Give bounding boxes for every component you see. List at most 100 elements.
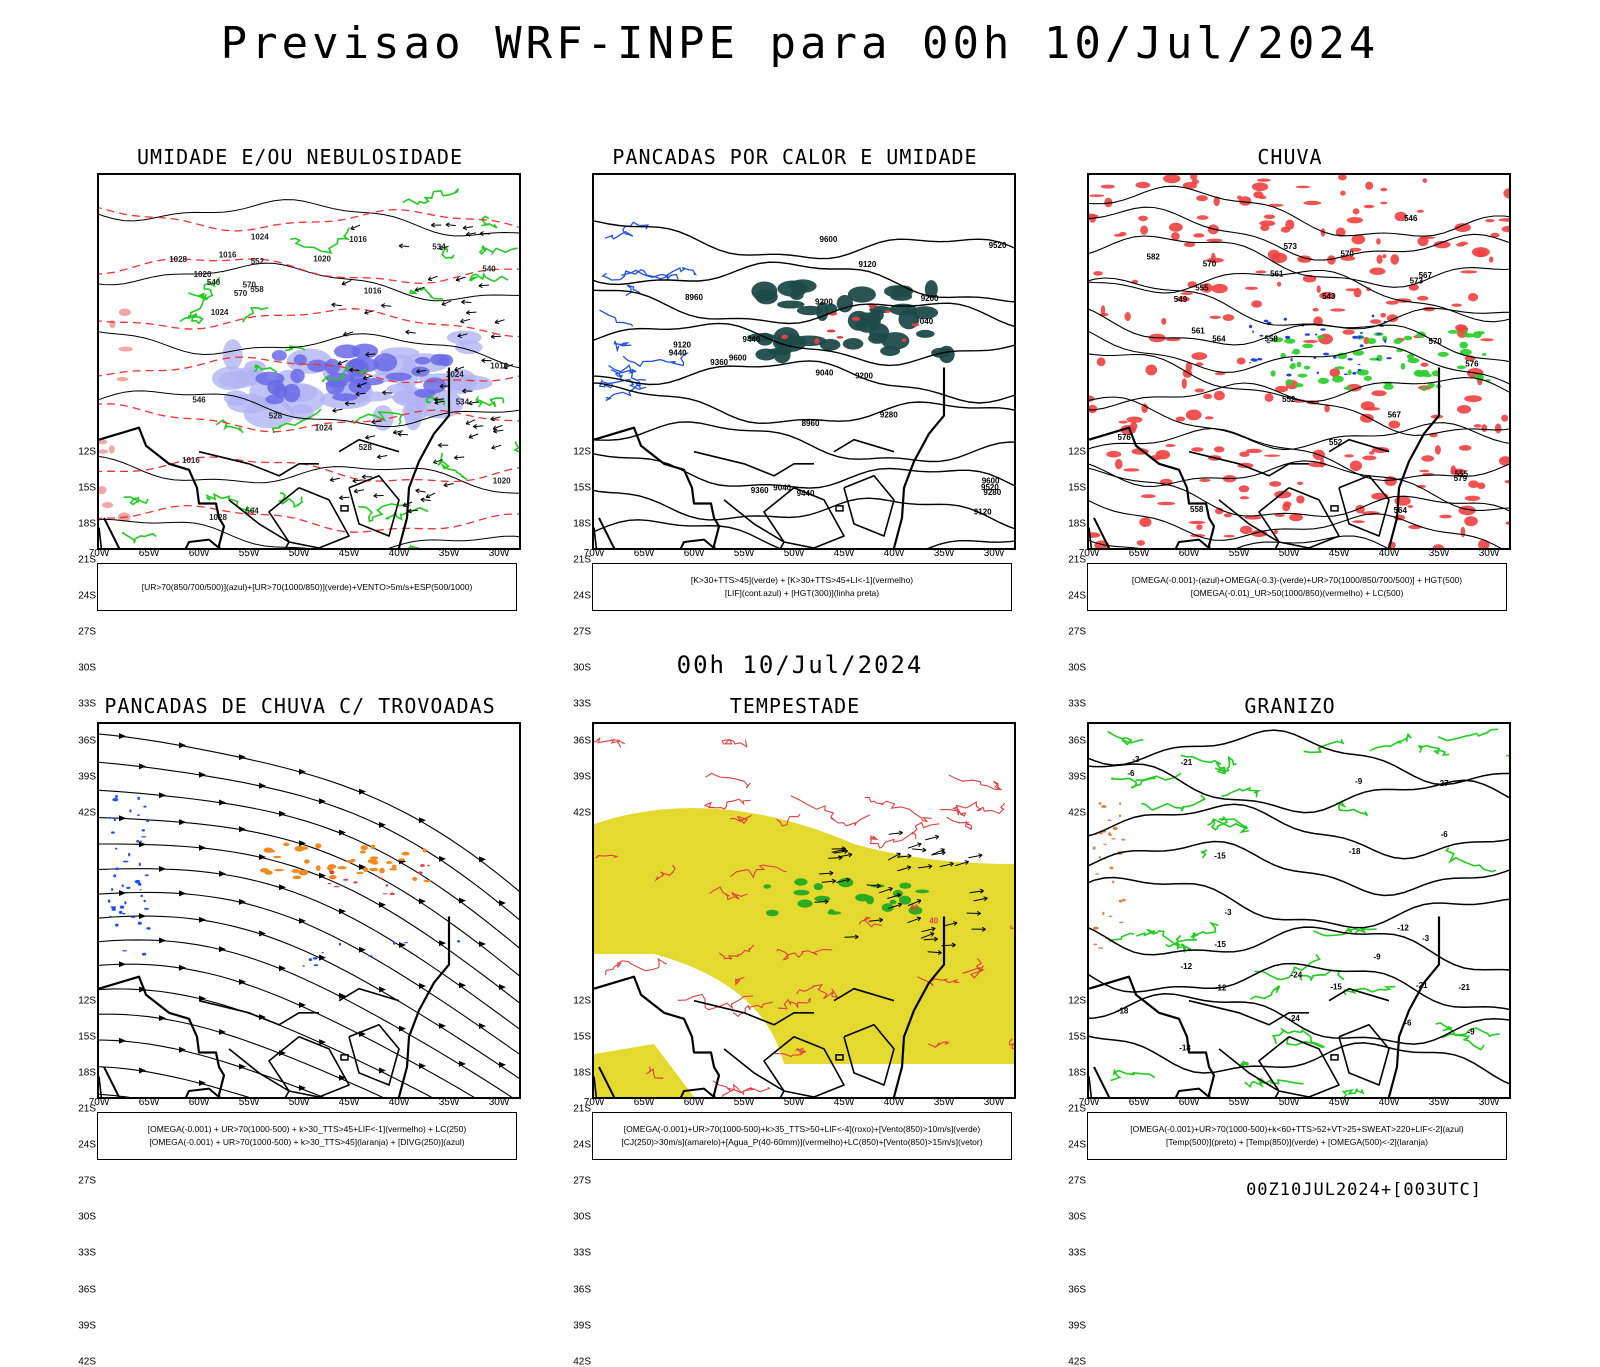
panel-title: CHUVA — [1070, 145, 1510, 169]
contour-label: 40 — [929, 916, 938, 925]
contour-label: 534 — [432, 243, 446, 252]
contour-label: -6 — [1441, 830, 1449, 839]
lat-tick-label: 30S — [573, 1212, 591, 1223]
lat-tick-label: 27S — [573, 627, 591, 638]
lat-tick-label: 30S — [78, 1212, 96, 1223]
contour-label: 040 — [920, 317, 934, 326]
lon-tick-label: 70W — [584, 1097, 605, 1108]
map-svg — [99, 724, 519, 1097]
contour-label: 549 — [1174, 295, 1188, 304]
contour-label: 1028 — [169, 255, 187, 264]
lon-tick-label: 70W — [584, 548, 605, 559]
lat-tick-label: 24S — [1068, 591, 1086, 602]
legend-box: [OMEGA(-0.001)+UR>70(1000-500)+k<60+TTS>… — [1087, 1112, 1507, 1160]
lon-tick-label: 40W — [1379, 548, 1400, 559]
contour-label: 552 — [251, 257, 265, 266]
contour-label: 552 — [1329, 438, 1343, 447]
lon-tick-label: 30W — [489, 548, 510, 559]
contour-label: -12 — [1397, 924, 1409, 933]
lat-tick-label: 27S — [1068, 1176, 1086, 1187]
lon-tick-label: 60W — [189, 548, 210, 559]
legend-line: [K>30+TTS>45](verde) + [K>30+TTS>45+LI<-… — [593, 574, 1011, 587]
lon-tick-label: 55W — [239, 1097, 260, 1108]
contour-label: -15 — [1330, 982, 1342, 991]
legend-line: [OMEGA(-0.001) + UR>70(1000-500) + k>30_… — [98, 1136, 516, 1149]
contour-label: 561 — [1270, 269, 1284, 278]
lon-tick-label: 45W — [834, 548, 855, 559]
lat-tick-label: 12S — [573, 446, 591, 457]
contour-label: -18 — [1349, 847, 1361, 856]
contour-label: 582 — [1147, 253, 1161, 262]
contour-label: 570 — [1429, 337, 1443, 346]
lat-tick-label: 15S — [1068, 1031, 1086, 1042]
lon-tick-label: 45W — [834, 1097, 855, 1108]
contour-label: 546 — [1404, 214, 1418, 223]
lon-tick-label: 55W — [1229, 548, 1250, 559]
panel-title: UMIDADE E/OU NEBULOSIDADE — [80, 145, 520, 169]
lat-tick-label: 27S — [78, 627, 96, 638]
contour-label: 9440 — [669, 349, 687, 358]
lat-tick-label: 15S — [78, 482, 96, 493]
lat-tick-label: 24S — [573, 591, 591, 602]
contour-label: 9120 — [974, 508, 992, 517]
map-svg: 40 40 — [594, 724, 1014, 1097]
lon-tick-label: 30W — [489, 1097, 510, 1108]
mid-title: 00h 10/Jul/2024 — [0, 651, 1600, 679]
lat-tick-label: 33S — [78, 1248, 96, 1259]
contour-label: 555 — [1195, 283, 1209, 292]
contour-label: 40 — [910, 903, 919, 912]
contour-label: -21 — [1458, 983, 1470, 992]
lon-tick-label: 35W — [934, 548, 955, 559]
contour-label: 9440 — [743, 335, 761, 344]
contour-label: 540 — [482, 265, 496, 274]
contour-label: 564 — [1394, 506, 1408, 515]
contour-label: -18 — [1117, 1007, 1129, 1016]
contour-label: 9040 — [816, 368, 834, 377]
contour-label: 9600 — [820, 235, 838, 244]
lat-tick-label: 24S — [78, 1140, 96, 1151]
contour-label: 552 — [1282, 395, 1296, 404]
lat-tick-label: 24S — [573, 1140, 591, 1151]
lon-tick-label: 50W — [289, 1097, 310, 1108]
lon-tick-label: 60W — [684, 548, 705, 559]
contour-label: 558 — [1265, 335, 1279, 344]
lat-tick-label: 30S — [1068, 663, 1086, 674]
contour-label: 576 — [1118, 433, 1132, 442]
lon-tick-label: 70W — [1079, 1097, 1100, 1108]
contour-label: 1024 — [211, 308, 229, 317]
lon-tick-label: 55W — [1229, 1097, 1250, 1108]
lon-tick-label: 50W — [1279, 1097, 1300, 1108]
contour-label: 1024 — [251, 232, 269, 241]
lat-tick-label: 15S — [1068, 482, 1086, 493]
legend-line: [UR>70(850/700/500)](azul)+[UR>70(1000/8… — [98, 581, 516, 594]
contour-label: 8960 — [685, 293, 703, 302]
contour-label: 9200 — [815, 297, 833, 306]
legend-box: [UR>70(850/700/500)](azul)+[UR>70(1000/8… — [97, 563, 517, 611]
contour-label: -15 — [1214, 940, 1226, 949]
legend-line: [OMEGA(-0.01)_UR>50(1000/850)(vermelho) … — [1088, 587, 1506, 600]
lon-tick-label: 65W — [1129, 1097, 1150, 1108]
contour-label: -12 — [1215, 984, 1227, 993]
contour-label: 528 — [269, 412, 283, 421]
contour-label: 1020 — [313, 255, 331, 264]
legend-line: [OMEGA(-0.001)+UR>70(1000-500)+k<60+TTS>… — [1088, 1123, 1506, 1136]
lon-tick-label: 50W — [784, 548, 805, 559]
lat-tick-label: 18S — [573, 518, 591, 529]
contour-label: 1016 — [490, 362, 508, 371]
contour-label: -9 — [1355, 777, 1363, 786]
lon-tick-label: 40W — [884, 548, 905, 559]
map-area: 40 40 — [592, 722, 1016, 1099]
legend-line: [Temp(500)](preto) + [Temp(850)](verde) … — [1088, 1136, 1506, 1149]
lon-tick-label: 35W — [934, 1097, 955, 1108]
legend-line: [LIF](cont.azul) + [HGT(300)](linha pret… — [593, 587, 1011, 600]
contour-label: 555 — [1455, 469, 1469, 478]
